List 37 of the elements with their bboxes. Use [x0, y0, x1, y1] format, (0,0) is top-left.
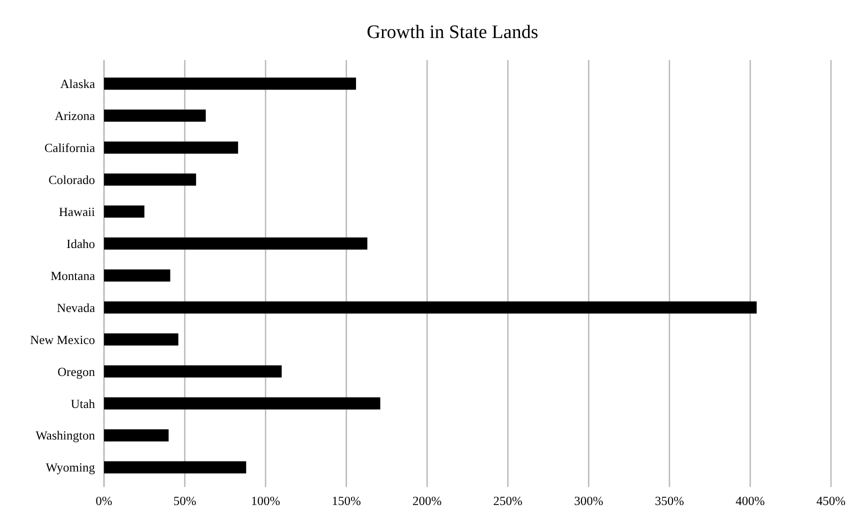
y-tick-label: Oregon [58, 364, 96, 379]
bar [104, 78, 356, 90]
x-tick-label: 150% [332, 494, 361, 508]
x-tick-label: 200% [412, 494, 442, 508]
y-tick-label: Idaho [66, 236, 95, 251]
bar [104, 365, 282, 378]
bar [104, 142, 238, 154]
y-tick-label: Washington [36, 428, 96, 443]
y-tick-label: Montana [50, 268, 96, 283]
x-tick-label: 100% [250, 494, 280, 508]
y-tick-label: Hawaii [58, 204, 96, 219]
bar [104, 174, 196, 186]
x-tick-label: 250% [493, 494, 522, 508]
y-tick-label: California [44, 140, 96, 155]
bar [104, 269, 170, 282]
bar [104, 397, 380, 410]
y-tick-label: New Mexico [30, 332, 95, 347]
bar [104, 301, 757, 314]
y-tick-label: Alaska [60, 77, 96, 92]
chart-title: Growth in State Lands [366, 22, 538, 43]
y-tick-label: Arizona [54, 109, 96, 124]
x-tick-label: 450% [816, 494, 846, 508]
bar [104, 237, 368, 250]
bar [104, 333, 178, 346]
y-tick-label: Nevada [56, 300, 96, 315]
y-tick-label: Utah [70, 396, 96, 411]
bar [104, 429, 169, 442]
bar [104, 205, 144, 218]
x-tick-label: 300% [574, 494, 604, 508]
x-tick-label: 0% [96, 494, 112, 508]
x-tick-label: 50% [173, 494, 196, 508]
bar [104, 461, 246, 474]
y-tick-label: Wyoming [46, 460, 96, 475]
bar [104, 110, 206, 122]
y-tick-label: Colorado [48, 172, 95, 187]
x-tick-label: 400% [736, 494, 765, 508]
x-tick-label: 350% [654, 494, 684, 508]
